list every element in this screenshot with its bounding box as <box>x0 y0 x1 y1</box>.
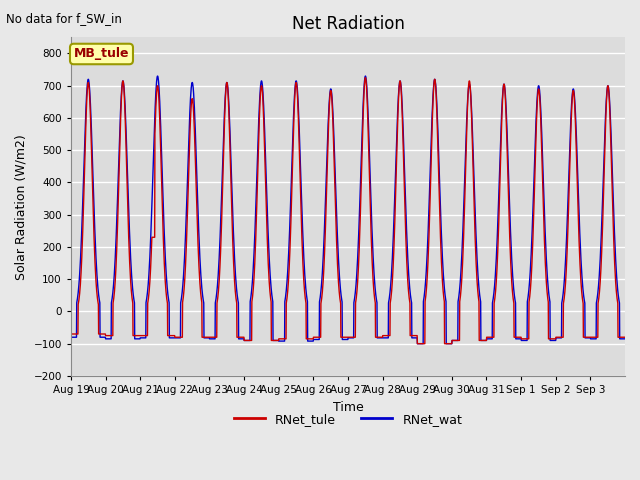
Title: Net Radiation: Net Radiation <box>292 15 404 33</box>
RNet_tule <box>242 337 250 343</box>
RNet_tule <box>122 152 130 158</box>
Line: RNet_tule: RNet_tule <box>71 78 625 344</box>
Legend: RNet_tule, RNet_wat: RNet_tule, RNet_wat <box>228 408 467 431</box>
Y-axis label: Solar Radiation (W/m2): Solar Radiation (W/m2) <box>15 134 28 279</box>
RNet_tule <box>362 75 369 81</box>
RNet_wat <box>67 335 75 340</box>
Text: MB_tule: MB_tule <box>74 48 129 60</box>
RNet_tule <box>67 331 75 337</box>
RNet_wat <box>122 134 130 140</box>
RNet_wat <box>243 337 250 343</box>
RNet_wat <box>621 336 629 342</box>
RNet_wat <box>614 286 621 291</box>
RNet_tule <box>381 333 389 338</box>
Line: RNet_wat: RNet_wat <box>71 76 625 344</box>
RNet_wat <box>381 335 389 341</box>
Text: No data for f_SW_in: No data for f_SW_in <box>6 12 122 25</box>
RNet_wat <box>515 336 523 342</box>
RNet_wat <box>413 341 421 347</box>
X-axis label: Time: Time <box>333 400 364 413</box>
RNet_tule <box>515 335 523 340</box>
RNet_wat <box>154 73 161 79</box>
RNet_tule <box>413 341 421 347</box>
RNet_tule <box>621 335 629 340</box>
RNet_tule <box>614 299 621 305</box>
RNet_wat <box>547 337 554 343</box>
RNet_tule <box>547 336 554 342</box>
